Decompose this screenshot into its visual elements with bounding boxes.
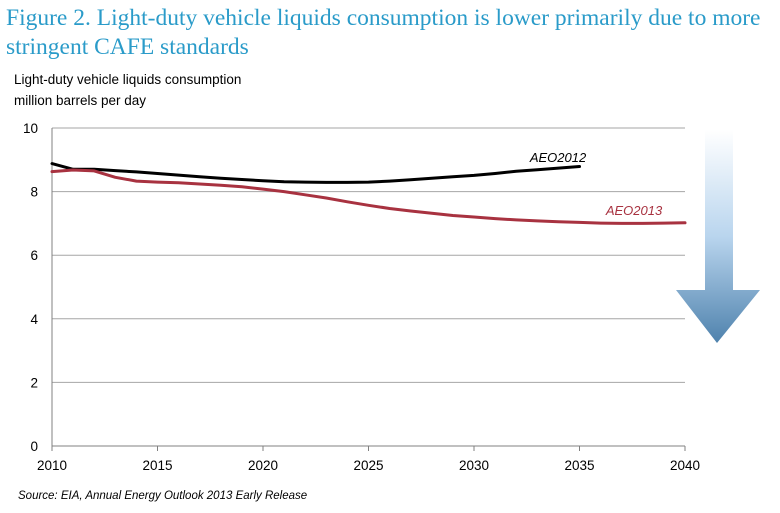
y-axis-title-line1: Light-duty vehicle liquids consumption [14,72,242,87]
y-tick-label-6: 6 [30,248,38,263]
series-label-aeo2012: AEO2012 [529,150,587,165]
series-label-aeo2013: AEO2013 [605,203,663,218]
gridlines [52,127,685,383]
down-arrow-icon [676,130,760,343]
series-lines [50,162,687,225]
y-tick-label-10: 10 [23,121,38,136]
x-tick-label-2030: 2030 [459,458,489,473]
y-tick-label-0: 0 [30,439,38,454]
axes: 0 2 4 6 8 10 2010 2015 2020 2025 2030 2035 2040 [23,121,700,473]
x-tick-label-2010: 2010 [37,458,67,473]
x-tick-label-2040: 2040 [670,458,700,473]
y-axis-title: Light-duty vehicle liquids consumption m… [14,69,241,111]
x-tick-label-2015: 2015 [142,458,172,473]
source-note: Source: EIA, Annual Energy Outlook 2013 … [18,490,308,502]
series-line-aeo2013 [50,168,687,225]
y-tick-label-8: 8 [30,185,38,200]
series-line-aeo2012 [50,162,581,184]
series-labels: AEO2012 AEO2013 [529,150,663,218]
x-tick-label-2020: 2020 [248,458,278,473]
y-axis-title-line2: million barrels per day [14,93,147,108]
x-tick-label-2025: 2025 [353,458,383,473]
x-tick-label-2035: 2035 [564,458,594,473]
y-tick-label-2: 2 [30,375,38,390]
chart-title: Figure 2. Light-duty vehicle liquids con… [6,5,761,60]
y-tick-label-4: 4 [30,312,38,327]
